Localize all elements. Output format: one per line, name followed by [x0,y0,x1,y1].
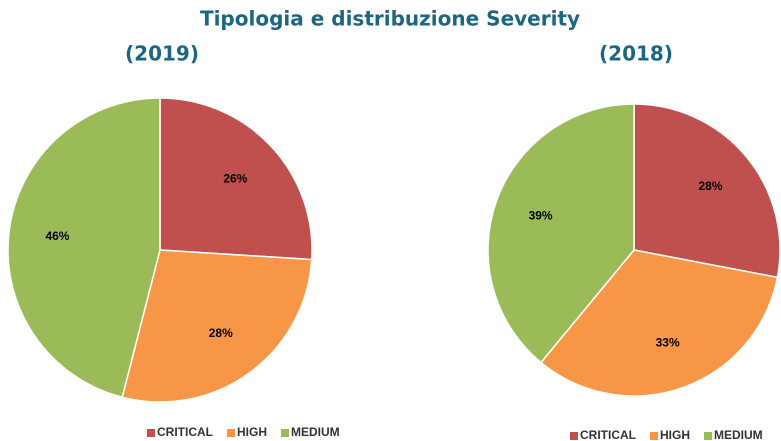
page-title: Tipologia e distribuzione Severity [200,7,580,31]
data-label: 39% [529,209,553,223]
legend-label: HIGH [237,425,267,439]
legend-label: MEDIUM [714,428,763,441]
chart-title: (2019) [125,42,199,66]
pie-slice [539,249,779,397]
legend-swatch [227,429,235,437]
legend-swatch [704,432,712,440]
data-label: 28% [698,179,722,193]
data-label: 33% [656,336,680,350]
pie-slice [159,97,313,261]
pie-slice [633,103,781,279]
legend-label: CRITICAL [157,425,213,439]
data-label: 26% [223,171,247,185]
pie-slice [7,97,161,399]
legend-swatch [570,432,578,440]
data-label: 46% [45,229,69,243]
legend-swatch [281,429,289,437]
pie-slice [487,103,635,364]
data-label: 28% [209,326,233,340]
chart-title: (2018) [599,42,673,66]
legend-label: CRITICAL [580,428,636,441]
legend-swatch [147,429,155,437]
legend-label: MEDIUM [291,425,340,439]
pie-slice [121,249,313,403]
legend-swatch [650,432,658,440]
legend-label: HIGH [660,428,690,441]
